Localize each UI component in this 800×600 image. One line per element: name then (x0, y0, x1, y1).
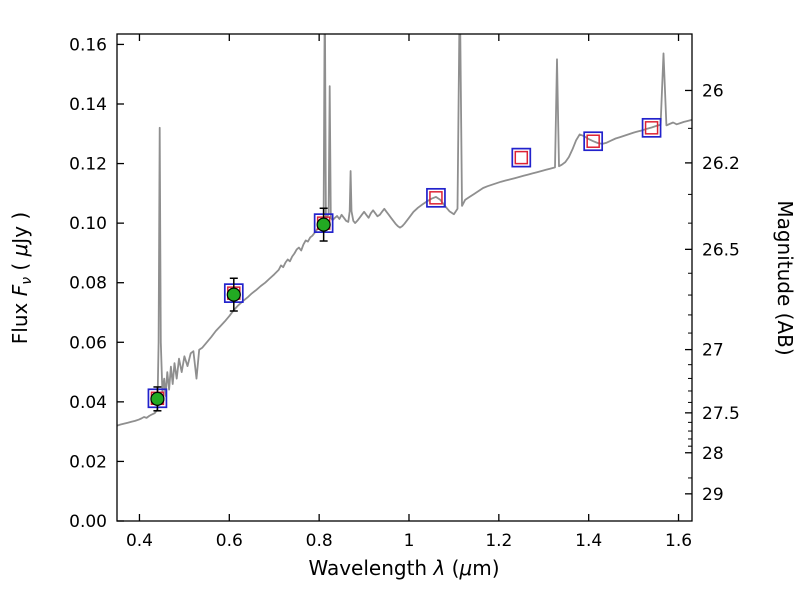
flux-label-paren: ( (8, 256, 32, 277)
y-tick-label: 0.06 (69, 333, 107, 353)
mu-symbol: μ (458, 556, 472, 580)
mag-tick-label: 26.5 (702, 240, 740, 260)
y-axis-left-label: Flux Fν ( μJy ) (8, 212, 35, 344)
y-tick-label: 0.14 (69, 95, 107, 115)
model-point-outer-square (426, 187, 446, 208)
y-tick-label: 0.00 (69, 512, 107, 532)
x-tick-label: 0.8 (306, 531, 333, 551)
x-axis-label-text: Wavelength (308, 556, 433, 580)
x-tick-label: 1.4 (575, 531, 602, 551)
model-point-outer-square (583, 131, 604, 152)
spectrum-line (117, 34, 692, 427)
flux-label-text: Flux (8, 296, 32, 344)
model-point-inner-square (429, 191, 443, 205)
mu-symbol: μ (8, 244, 32, 258)
plot-frame (116, 33, 693, 522)
mag-tick-label: 27.5 (702, 404, 740, 424)
mag-tick-label: 26.2 (702, 154, 740, 174)
mag-tick-label: 29 (702, 485, 724, 505)
x-tick-label: 1.6 (665, 531, 692, 551)
flux-label-unit: Jy ) (8, 212, 32, 246)
mag-tick-label: 26 (702, 81, 724, 101)
model-point-outer-square (511, 147, 532, 168)
y-axis-right-label: Magnitude (AB) (773, 200, 797, 355)
x-tick-label: 0.4 (126, 531, 153, 551)
y-tick-label: 0.16 (69, 35, 107, 55)
model-point-inner-square (644, 121, 659, 135)
mag-tick-label: 27 (702, 341, 724, 361)
plot-layer: 0.4 0.6 0.8 1 1.2 1.4 1.6 0.00 0.02 0.04 0.06 0.08 0… (69, 33, 740, 551)
observed-point (226, 287, 241, 302)
lambda-symbol: λ (432, 556, 445, 580)
model-point-inner-square (514, 150, 529, 165)
x-tick-label: 0.6 (216, 531, 243, 551)
x-axis-label-paren: ( (445, 556, 459, 580)
x-tick-label: 1.2 (485, 531, 512, 551)
x-axis-label-unit: m) (472, 556, 499, 580)
y-tick-label: 0.12 (69, 155, 107, 175)
y-tick-label: 0.04 (69, 393, 107, 413)
model-point-inner-square (586, 134, 600, 148)
observed-point (150, 391, 165, 406)
flux-F-symbol: F (8, 284, 32, 296)
model-point-outer-square (641, 117, 662, 138)
x-axis-label: Wavelength λ (μm) (308, 556, 499, 580)
nu-subscript: ν (19, 277, 35, 285)
y-tick-label: 0.08 (69, 274, 107, 294)
y-tick-label: 0.02 (69, 452, 107, 472)
observed-point (316, 217, 331, 232)
y-tick-label: 0.10 (69, 214, 107, 234)
x-tick-label: 1 (404, 531, 415, 551)
mag-tick-label: 28 (702, 444, 724, 464)
